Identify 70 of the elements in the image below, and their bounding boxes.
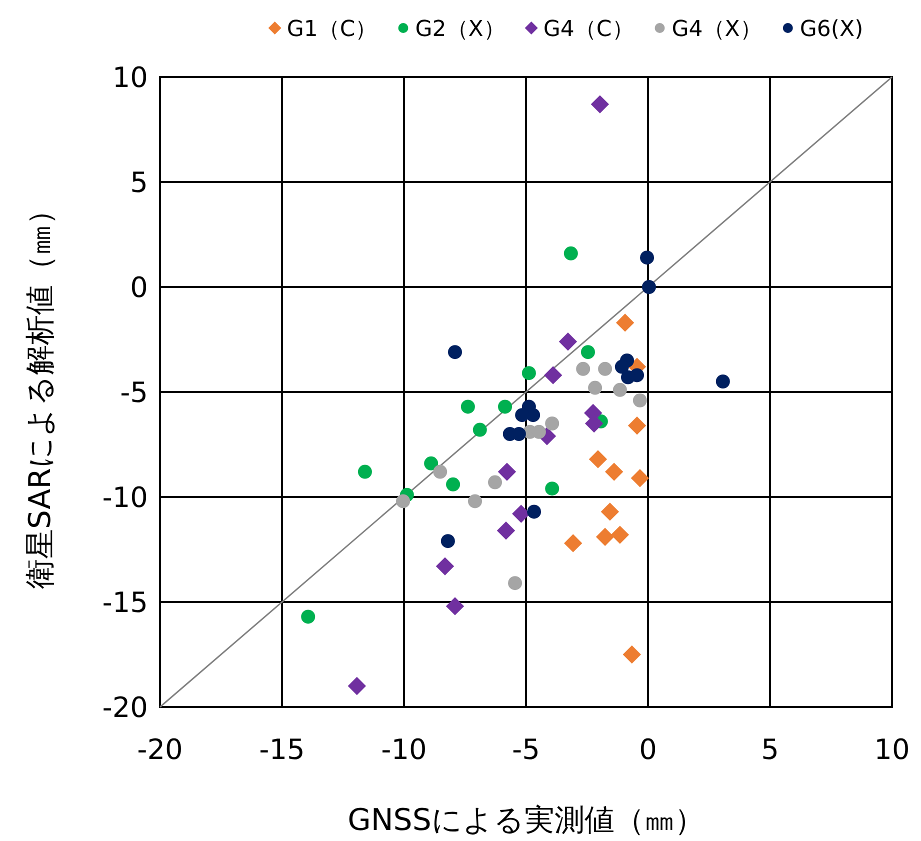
- point: [448, 345, 462, 360]
- point: [496, 522, 516, 540]
- point: [545, 482, 560, 496]
- point: [640, 250, 654, 265]
- point: [598, 362, 612, 376]
- point: [446, 597, 464, 616]
- point: [544, 366, 562, 384]
- y-tick-label: 5: [130, 166, 148, 199]
- x-tick-label: -10: [381, 733, 427, 766]
- point: [436, 557, 454, 576]
- y-tick-label: 10: [112, 61, 148, 94]
- point: [396, 494, 410, 508]
- x-tick-label: -5: [512, 733, 540, 766]
- point: [596, 528, 614, 546]
- point: [301, 610, 316, 624]
- point: [604, 462, 624, 481]
- point: [522, 366, 536, 380]
- point: [642, 280, 656, 294]
- x-axis-title: GNSSによる実測値（㎜）: [348, 803, 704, 838]
- point: [488, 475, 502, 490]
- y-tick-label: -5: [120, 376, 148, 409]
- y-axis-title: 衛星SARによる解析値（㎜）: [23, 195, 58, 589]
- point: [580, 345, 595, 360]
- point: [610, 526, 630, 544]
- point: [433, 464, 448, 479]
- point: [558, 332, 578, 351]
- legend-label: G1（C）: [286, 17, 378, 42]
- point: [630, 469, 650, 488]
- point: [348, 676, 366, 696]
- point: [440, 534, 455, 548]
- point: [460, 400, 475, 414]
- point: [468, 494, 482, 508]
- point: [590, 95, 610, 114]
- point: [545, 416, 560, 430]
- point: [564, 246, 578, 260]
- point: [515, 408, 530, 422]
- point: [498, 400, 512, 414]
- point: [358, 464, 372, 479]
- point: [508, 576, 522, 590]
- y-tick-label: -15: [102, 586, 148, 619]
- point: [614, 360, 629, 374]
- point: [620, 370, 635, 384]
- legend-label: G4（X）: [672, 17, 762, 42]
- point: [472, 422, 487, 437]
- point: [527, 504, 542, 519]
- y-tick-label: 0: [130, 271, 148, 304]
- legend-label: G4（C）: [543, 17, 634, 42]
- point: [716, 374, 730, 388]
- x-tick-label: 5: [761, 733, 779, 766]
- point: [632, 393, 647, 408]
- point: [612, 382, 627, 397]
- y-tick-label: -20: [102, 691, 148, 724]
- point: [576, 362, 590, 376]
- point: [446, 477, 460, 492]
- point: [588, 450, 608, 468]
- legend-label: G6(X): [800, 17, 864, 42]
- x-tick-label: -15: [259, 733, 305, 766]
- point: [424, 456, 438, 470]
- legend-label: G2（X）: [415, 17, 506, 42]
- y-tick-label: -10: [102, 481, 148, 514]
- point: [628, 416, 646, 435]
- point: [622, 645, 641, 664]
- point: [512, 504, 530, 523]
- point: [616, 314, 634, 332]
- point: [498, 462, 516, 481]
- x-tick-label: 0: [639, 733, 657, 766]
- point: [600, 502, 620, 521]
- x-tick-label: 10: [874, 733, 910, 766]
- point: [588, 380, 602, 395]
- point: [564, 534, 582, 552]
